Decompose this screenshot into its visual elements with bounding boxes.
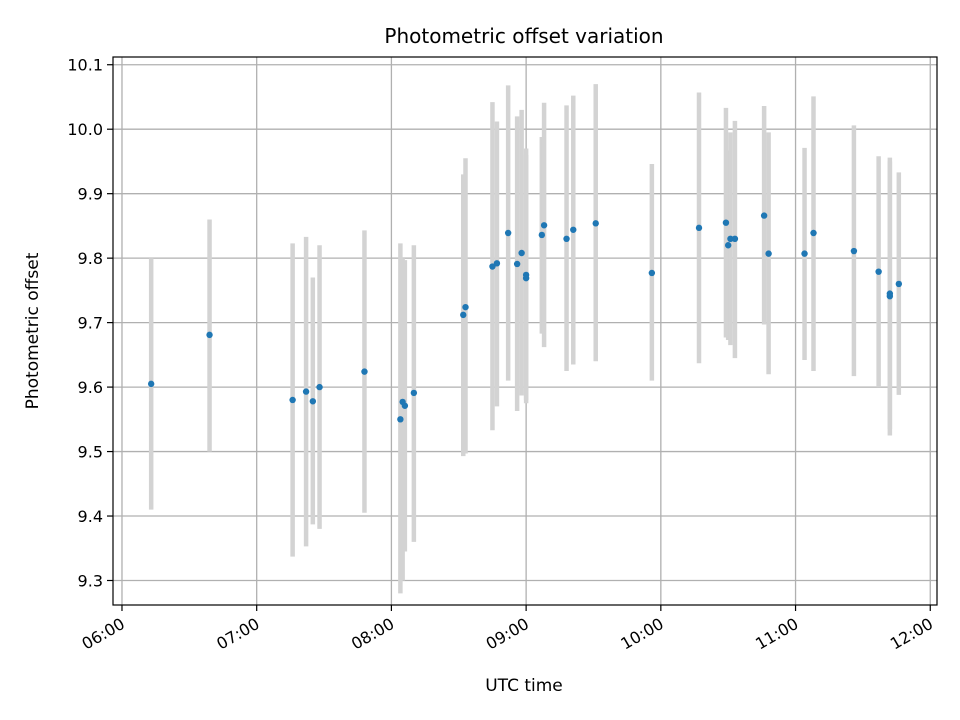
y-tick-label: 9.8 xyxy=(78,249,103,268)
data-point xyxy=(648,269,656,277)
data-point xyxy=(810,229,817,237)
data-point xyxy=(540,222,548,229)
data-point xyxy=(504,229,512,237)
y-tick-label: 9.9 xyxy=(78,185,103,204)
data-point xyxy=(727,235,734,243)
x-axis-label: UTC time xyxy=(485,676,563,696)
y-axis-ticks: 9.3 9.4 9.5 9.6 9.7 9.8 9.9 10.0 10.1 xyxy=(67,56,113,591)
data-point xyxy=(489,263,496,270)
data-point xyxy=(397,416,404,423)
data-point xyxy=(850,247,858,255)
data-point xyxy=(886,290,894,297)
data-point xyxy=(302,388,310,395)
data-point xyxy=(563,235,570,243)
data-point xyxy=(410,389,418,397)
y-tick-label: 9.5 xyxy=(78,443,103,462)
data-point xyxy=(695,224,703,232)
data-point xyxy=(765,250,772,257)
data-point xyxy=(206,331,213,339)
data-point xyxy=(760,212,768,219)
data-point xyxy=(460,311,467,319)
data-point xyxy=(147,380,155,388)
data-point xyxy=(462,303,469,311)
data-point xyxy=(401,402,409,409)
data-point xyxy=(592,220,599,227)
data-point xyxy=(538,231,546,239)
plot-frame xyxy=(112,56,938,606)
data-point xyxy=(724,242,732,249)
data-point xyxy=(801,250,808,257)
y-tick-label: 10.1 xyxy=(67,56,103,75)
data-point xyxy=(570,226,577,233)
data-point xyxy=(522,274,530,282)
chart-title: Photometric offset variation xyxy=(384,24,663,48)
data-point xyxy=(289,396,296,404)
data-point xyxy=(316,383,323,391)
data-point xyxy=(518,249,525,257)
data-point xyxy=(722,219,730,226)
y-tick-label: 9.7 xyxy=(78,314,103,333)
y-tick-label: 9.3 xyxy=(78,572,103,591)
data-point xyxy=(493,260,501,267)
y-tick-label: 9.6 xyxy=(78,378,103,397)
y-axis-label: Photometric offset xyxy=(23,252,43,409)
y-tick-label: 9.4 xyxy=(78,507,103,526)
data-point xyxy=(731,235,739,243)
data-point xyxy=(875,268,882,275)
y-tick-label: 10.0 xyxy=(67,120,103,139)
data-point xyxy=(513,260,521,268)
data-points xyxy=(147,212,903,423)
data-point xyxy=(895,280,903,288)
data-point xyxy=(309,398,317,405)
data-point xyxy=(361,368,368,375)
